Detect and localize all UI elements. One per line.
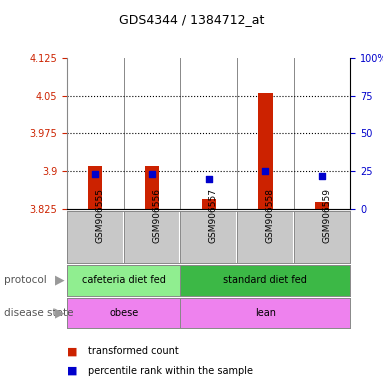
Bar [67, 265, 180, 296]
Text: ▶: ▶ [54, 306, 64, 319]
Bar [67, 298, 180, 328]
Bar [201, 199, 216, 209]
Point [206, 176, 212, 182]
Point [149, 171, 155, 177]
Bar [315, 202, 329, 209]
Text: ▶: ▶ [54, 274, 64, 287]
Text: standard diet fed: standard diet fed [224, 275, 307, 285]
Bar [88, 166, 103, 209]
Point [92, 171, 98, 177]
Bar [180, 298, 350, 328]
Text: cafeteria diet fed: cafeteria diet fed [82, 275, 165, 285]
Text: GSM906558: GSM906558 [265, 188, 274, 243]
Text: ■: ■ [67, 366, 77, 376]
Text: percentile rank within the sample: percentile rank within the sample [88, 366, 253, 376]
Bar [259, 93, 273, 209]
Text: protocol: protocol [4, 275, 47, 285]
Text: disease state: disease state [4, 308, 73, 318]
Bar [145, 166, 159, 209]
Text: obese: obese [109, 308, 138, 318]
Text: ■: ■ [67, 346, 77, 356]
Text: lean: lean [255, 308, 276, 318]
Text: GSM906557: GSM906557 [209, 188, 218, 243]
Bar [180, 265, 350, 296]
Text: GDS4344 / 1384712_at: GDS4344 / 1384712_at [119, 13, 264, 26]
Point [262, 168, 268, 174]
Point [319, 173, 325, 179]
Text: GSM906556: GSM906556 [152, 188, 161, 243]
Text: GSM906559: GSM906559 [322, 188, 331, 243]
Text: GSM906555: GSM906555 [95, 188, 104, 243]
Text: transformed count: transformed count [88, 346, 179, 356]
